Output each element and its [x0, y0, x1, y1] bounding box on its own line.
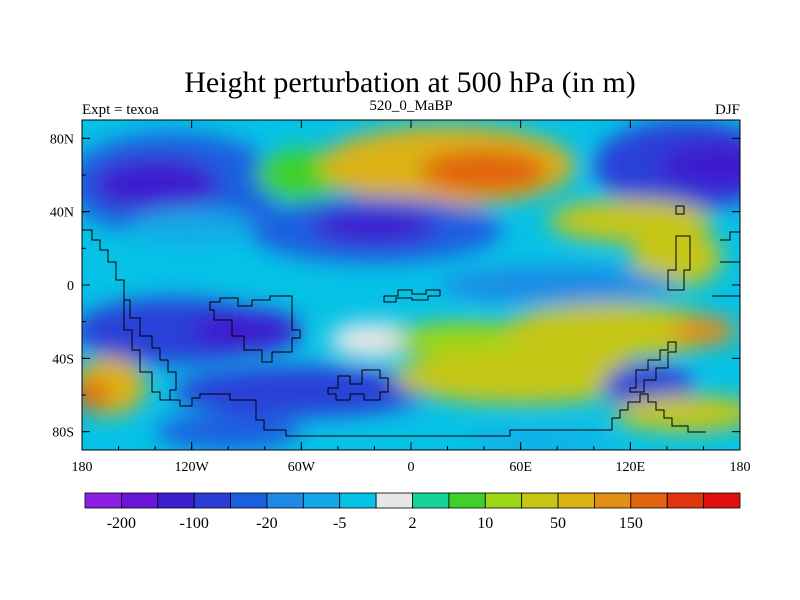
coastline-greenland [667, 205, 691, 291]
colorbar-swatch [230, 492, 268, 509]
filled-contour-field [82, 120, 740, 450]
colorbar-label: 150 [619, 515, 643, 532]
colorbar-swatch [120, 492, 159, 509]
coastline-australia [327, 369, 389, 401]
colorbar-swatch [630, 492, 668, 509]
coastline-antarctica [168, 393, 706, 437]
field-region-13 [438, 266, 677, 304]
colorbar-label: 50 [550, 515, 566, 532]
field-region-7 [657, 140, 740, 192]
colorbar-swatch [302, 492, 341, 509]
field-region-21 [82, 380, 110, 410]
colorbar-swatch [594, 492, 632, 509]
colorbar-swatch [157, 492, 195, 509]
chart-title: Height perturbation at 500 hPa (in m) [184, 66, 636, 99]
colorbar-swatch [448, 492, 486, 509]
y-tick-label: 40N [50, 206, 74, 221]
colorbar-swatch [484, 492, 523, 509]
x-tick-label: 60W [288, 460, 316, 475]
colorbar-label: 10 [477, 515, 493, 532]
field-region-26 [155, 413, 302, 450]
x-tick-label: 180 [72, 460, 93, 475]
plot-area [82, 120, 740, 450]
field-region-16 [328, 321, 421, 359]
x-tick-label: 60E [509, 460, 532, 475]
coastline-south-america-south [629, 341, 677, 393]
coastline-africa [209, 295, 301, 363]
field-region-23 [392, 349, 649, 405]
field-region-9 [310, 208, 439, 245]
colorbar-swatch [412, 492, 450, 509]
field-region-19 [670, 316, 737, 346]
field-region-27 [465, 431, 613, 450]
colorbar: -200 -100 -20 -5 2 10 50 150 [84, 492, 741, 532]
y-tick-label: 80N [50, 132, 74, 147]
y-tick-label: 80S [52, 426, 74, 441]
colorbar-swatch [193, 492, 231, 509]
colorbar-swatch [375, 492, 413, 509]
colorbar-label: 2 [409, 515, 417, 532]
y-axis: 80N 40N 0 40S 80S [50, 132, 740, 441]
y-tick-label: 0 [67, 279, 74, 294]
x-axis: 180 120W 60W 0 60E 120E 180 [72, 120, 751, 475]
y-tick-label: 40S [52, 352, 74, 367]
field-region-15 [191, 308, 302, 353]
coastline-east-pacific [712, 231, 740, 297]
coastline-americas [82, 229, 177, 401]
colorbar-swatch [703, 492, 741, 509]
field-region-10 [127, 208, 256, 245]
field-region-5 [420, 149, 549, 194]
colorbar-swatch [266, 492, 304, 509]
field-region-18 [502, 303, 722, 359]
field-region-2 [91, 156, 220, 212]
coastline-island [383, 289, 441, 303]
colorbar-label: -5 [333, 515, 346, 532]
colorbar-label: -20 [256, 515, 277, 532]
colorbar-swatch [666, 492, 705, 509]
colorbar-swatch [557, 492, 595, 509]
period-label: 520_0_MaBP [369, 98, 452, 114]
x-tick-label: 120W [175, 460, 210, 475]
x-tick-label: 0 [408, 460, 415, 475]
x-tick-label: 120E [616, 460, 646, 475]
field-region-25 [612, 395, 740, 432]
colorbar-swatch [84, 492, 122, 509]
experiment-label: Expt = texoa [82, 102, 159, 118]
season-label: DJF [715, 102, 740, 118]
colorbar-label: -200 [107, 515, 136, 532]
colorbar-swatch [339, 492, 377, 509]
colorbar-swatch [521, 492, 559, 509]
continent-outlines [82, 205, 740, 437]
x-tick-label: 180 [730, 460, 751, 475]
field-region-22 [173, 365, 430, 418]
colorbar-label: -100 [180, 515, 209, 532]
